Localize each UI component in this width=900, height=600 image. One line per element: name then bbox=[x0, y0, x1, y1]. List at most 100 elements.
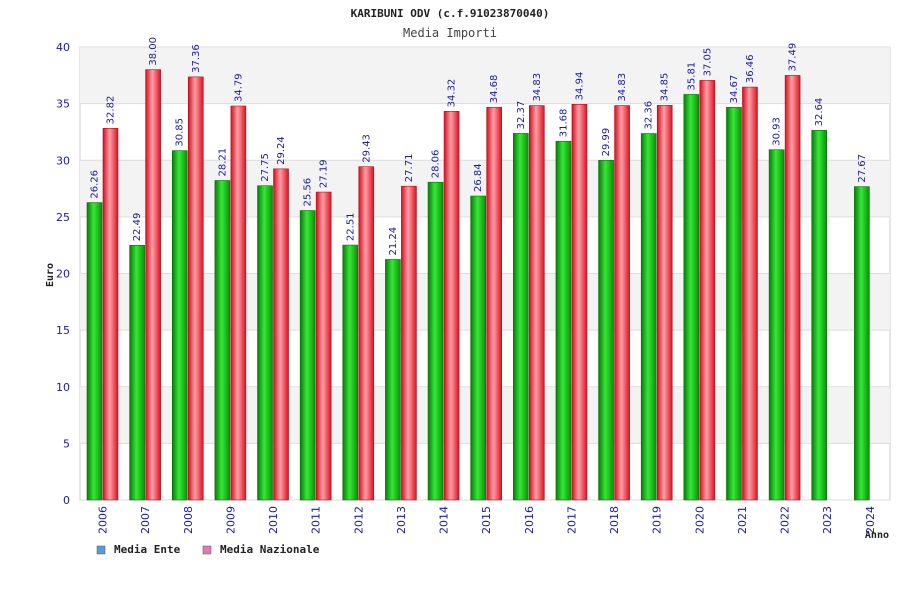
value-label: 27.75 bbox=[260, 153, 271, 182]
bar-media-ente-2006 bbox=[86, 202, 103, 501]
value-label: 28.21 bbox=[217, 148, 228, 177]
bar-media-nazionale-2021 bbox=[742, 86, 758, 501]
y-axis-label: Euro bbox=[45, 263, 56, 287]
value-label: 34.68 bbox=[489, 75, 500, 104]
chart-title: KARIBUNI ODV (c.f.91023870040) bbox=[351, 7, 550, 20]
bar-media-nazionale-2011 bbox=[315, 191, 332, 501]
x-axis-ticks: 2006 2007 2008 2009 2010 2011 2012 2013 2014 2015… bbox=[97, 506, 877, 534]
x-tick-label: 2009 bbox=[224, 506, 237, 534]
x-axis-label: Anno bbox=[865, 530, 889, 541]
bar-media-ente-2019 bbox=[640, 133, 657, 501]
x-tick-label: 2015 bbox=[480, 506, 493, 534]
bar-media-nazionale-2010 bbox=[273, 168, 289, 501]
x-tick-label: 2024 bbox=[864, 506, 877, 534]
value-label: 30.93 bbox=[772, 117, 783, 146]
bar-media-ente-2015 bbox=[470, 195, 486, 501]
value-label: 31.68 bbox=[558, 109, 569, 138]
value-label: 35.81 bbox=[686, 62, 697, 91]
bar-media-ente-2016 bbox=[513, 133, 529, 501]
x-tick-label: 2021 bbox=[736, 506, 749, 534]
value-label: 34.85 bbox=[660, 73, 671, 102]
y-tick-label: 10 bbox=[56, 381, 70, 394]
value-label: 29.99 bbox=[601, 128, 612, 157]
value-label: 29.24 bbox=[276, 136, 287, 165]
value-label: 22.51 bbox=[345, 212, 356, 241]
x-tick-label: 2017 bbox=[565, 506, 578, 534]
value-label: 29.43 bbox=[361, 134, 372, 163]
bar-media-nazionale-2014 bbox=[443, 111, 460, 501]
bar-media-nazionale-2009 bbox=[230, 105, 247, 501]
bar-media-nazionale-2022 bbox=[784, 75, 801, 501]
y-tick-label: 20 bbox=[56, 268, 70, 281]
x-tick-label: 2008 bbox=[182, 506, 195, 534]
bar-media-nazionale-2008 bbox=[187, 76, 204, 501]
value-label: 32.82 bbox=[106, 96, 117, 125]
x-tick-label: 2023 bbox=[821, 506, 834, 534]
x-tick-label: 2010 bbox=[267, 506, 280, 534]
value-label: 25.56 bbox=[303, 178, 314, 207]
bar-media-ente-2011 bbox=[299, 210, 316, 501]
x-tick-label: 2020 bbox=[693, 506, 706, 534]
bar-media-ente-2021 bbox=[726, 107, 742, 501]
value-label: 28.06 bbox=[431, 150, 442, 179]
value-label: 37.36 bbox=[191, 44, 202, 73]
legend: Media Ente Media Nazionale bbox=[96, 543, 320, 556]
legend-label-media-nazionale: Media Nazionale bbox=[220, 543, 320, 556]
x-tick-label: 2012 bbox=[352, 506, 365, 534]
bar-media-nazionale-2018 bbox=[614, 105, 630, 501]
value-label: 34.83 bbox=[532, 73, 543, 102]
value-label: 22.49 bbox=[132, 213, 143, 242]
bar-media-ente-2020 bbox=[683, 94, 700, 501]
bar-media-nazionale-2012 bbox=[358, 166, 375, 501]
x-tick-label: 2011 bbox=[310, 506, 323, 534]
chart-subtitle: Media Importi bbox=[403, 26, 497, 40]
bar-media-nazionale-2020 bbox=[699, 80, 716, 501]
value-label: 38.00 bbox=[148, 37, 159, 66]
y-tick-label: 35 bbox=[56, 98, 70, 111]
legend-swatch-media-nazionale bbox=[202, 545, 212, 555]
bar-media-ente-2010 bbox=[257, 185, 273, 501]
bar-media-nazionale-2019 bbox=[656, 105, 673, 501]
bar-media-nazionale-2016 bbox=[529, 105, 545, 501]
bar-media-ente-2012 bbox=[342, 244, 359, 501]
value-labels: 26.26 32.82 22.49 38.00 30.85 37.36 28.21 34.79… bbox=[90, 37, 868, 255]
value-label: 27.71 bbox=[404, 154, 415, 183]
y-tick-label: 15 bbox=[56, 324, 70, 337]
x-tick-label: 2019 bbox=[651, 506, 664, 534]
y-tick-label: 25 bbox=[56, 211, 70, 224]
bar-media-nazionale-2007 bbox=[145, 69, 161, 501]
value-label: 36.46 bbox=[745, 54, 756, 83]
value-label: 26.26 bbox=[90, 170, 101, 199]
bars bbox=[86, 69, 870, 501]
x-tick-label: 2007 bbox=[139, 506, 152, 534]
bar-media-ente-2013 bbox=[385, 259, 401, 501]
value-label: 27.19 bbox=[319, 159, 330, 188]
bar-media-ente-2023 bbox=[811, 130, 828, 501]
value-label: 32.37 bbox=[516, 101, 527, 130]
value-label: 26.84 bbox=[473, 163, 484, 192]
value-label: 34.67 bbox=[729, 75, 740, 104]
value-label: 34.83 bbox=[617, 73, 628, 102]
value-label: 32.36 bbox=[644, 101, 655, 130]
y-axis-ticks: 0 5 10 15 20 25 30 35 40 bbox=[56, 41, 70, 507]
x-tick-label: 2018 bbox=[608, 506, 621, 534]
y-tick-label: 0 bbox=[63, 494, 70, 507]
bar-media-nazionale-2017 bbox=[571, 104, 588, 501]
bar-media-ente-2022 bbox=[768, 149, 785, 501]
bar-media-ente-2018 bbox=[598, 160, 614, 501]
value-label: 27.67 bbox=[857, 154, 868, 183]
value-label: 34.94 bbox=[574, 72, 585, 101]
bar-media-ente-2009 bbox=[214, 180, 231, 501]
bar-media-nazionale-2015 bbox=[486, 106, 502, 501]
legend-label-media-ente: Media Ente bbox=[114, 543, 181, 556]
y-tick-label: 30 bbox=[56, 154, 70, 167]
value-label: 34.79 bbox=[233, 73, 244, 102]
bar-media-ente-2014 bbox=[427, 181, 444, 501]
legend-swatch-media-ente bbox=[96, 545, 106, 555]
x-tick-label: 2013 bbox=[395, 506, 408, 534]
bar-media-ente-2007 bbox=[129, 245, 145, 501]
y-tick-label: 5 bbox=[63, 437, 70, 450]
x-tick-label: 2022 bbox=[779, 506, 792, 534]
value-label: 32.64 bbox=[814, 98, 825, 127]
